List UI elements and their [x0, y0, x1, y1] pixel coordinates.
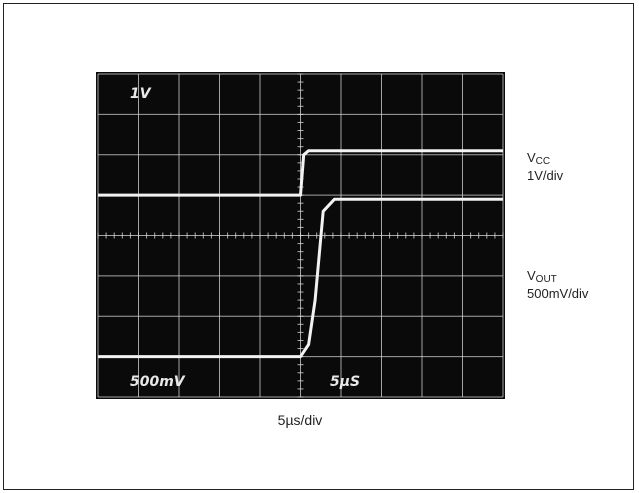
vout-label-sub: OUT	[535, 274, 557, 285]
vout-trace	[98, 197, 503, 359]
vout-label-main: V	[527, 268, 536, 283]
vout-scale: 500mV/div	[527, 286, 589, 301]
vcc-trace	[98, 149, 503, 197]
oscilloscope-plot: 1V 500mV 5µS	[97, 73, 504, 398]
timebase-label: 5µs/div	[277, 412, 323, 428]
grid	[97, 73, 504, 398]
bottom-center-screen-label: 5µS	[330, 374, 360, 390]
oscilloscope-screen: 1V 500mV 5µS	[96, 72, 505, 399]
vout-channel-label: VOUT 500mV/div	[527, 268, 588, 302]
vcc-label-sub: CC	[535, 156, 551, 167]
vcc-channel-label: VCC 1V/div	[527, 150, 563, 184]
vcc-scale: 1V/div	[527, 168, 564, 183]
bottom-left-screen-label: 500mV	[130, 374, 186, 390]
top-left-screen-label: 1V	[130, 86, 152, 102]
vcc-label-main: V	[527, 150, 536, 165]
traces	[98, 149, 503, 359]
